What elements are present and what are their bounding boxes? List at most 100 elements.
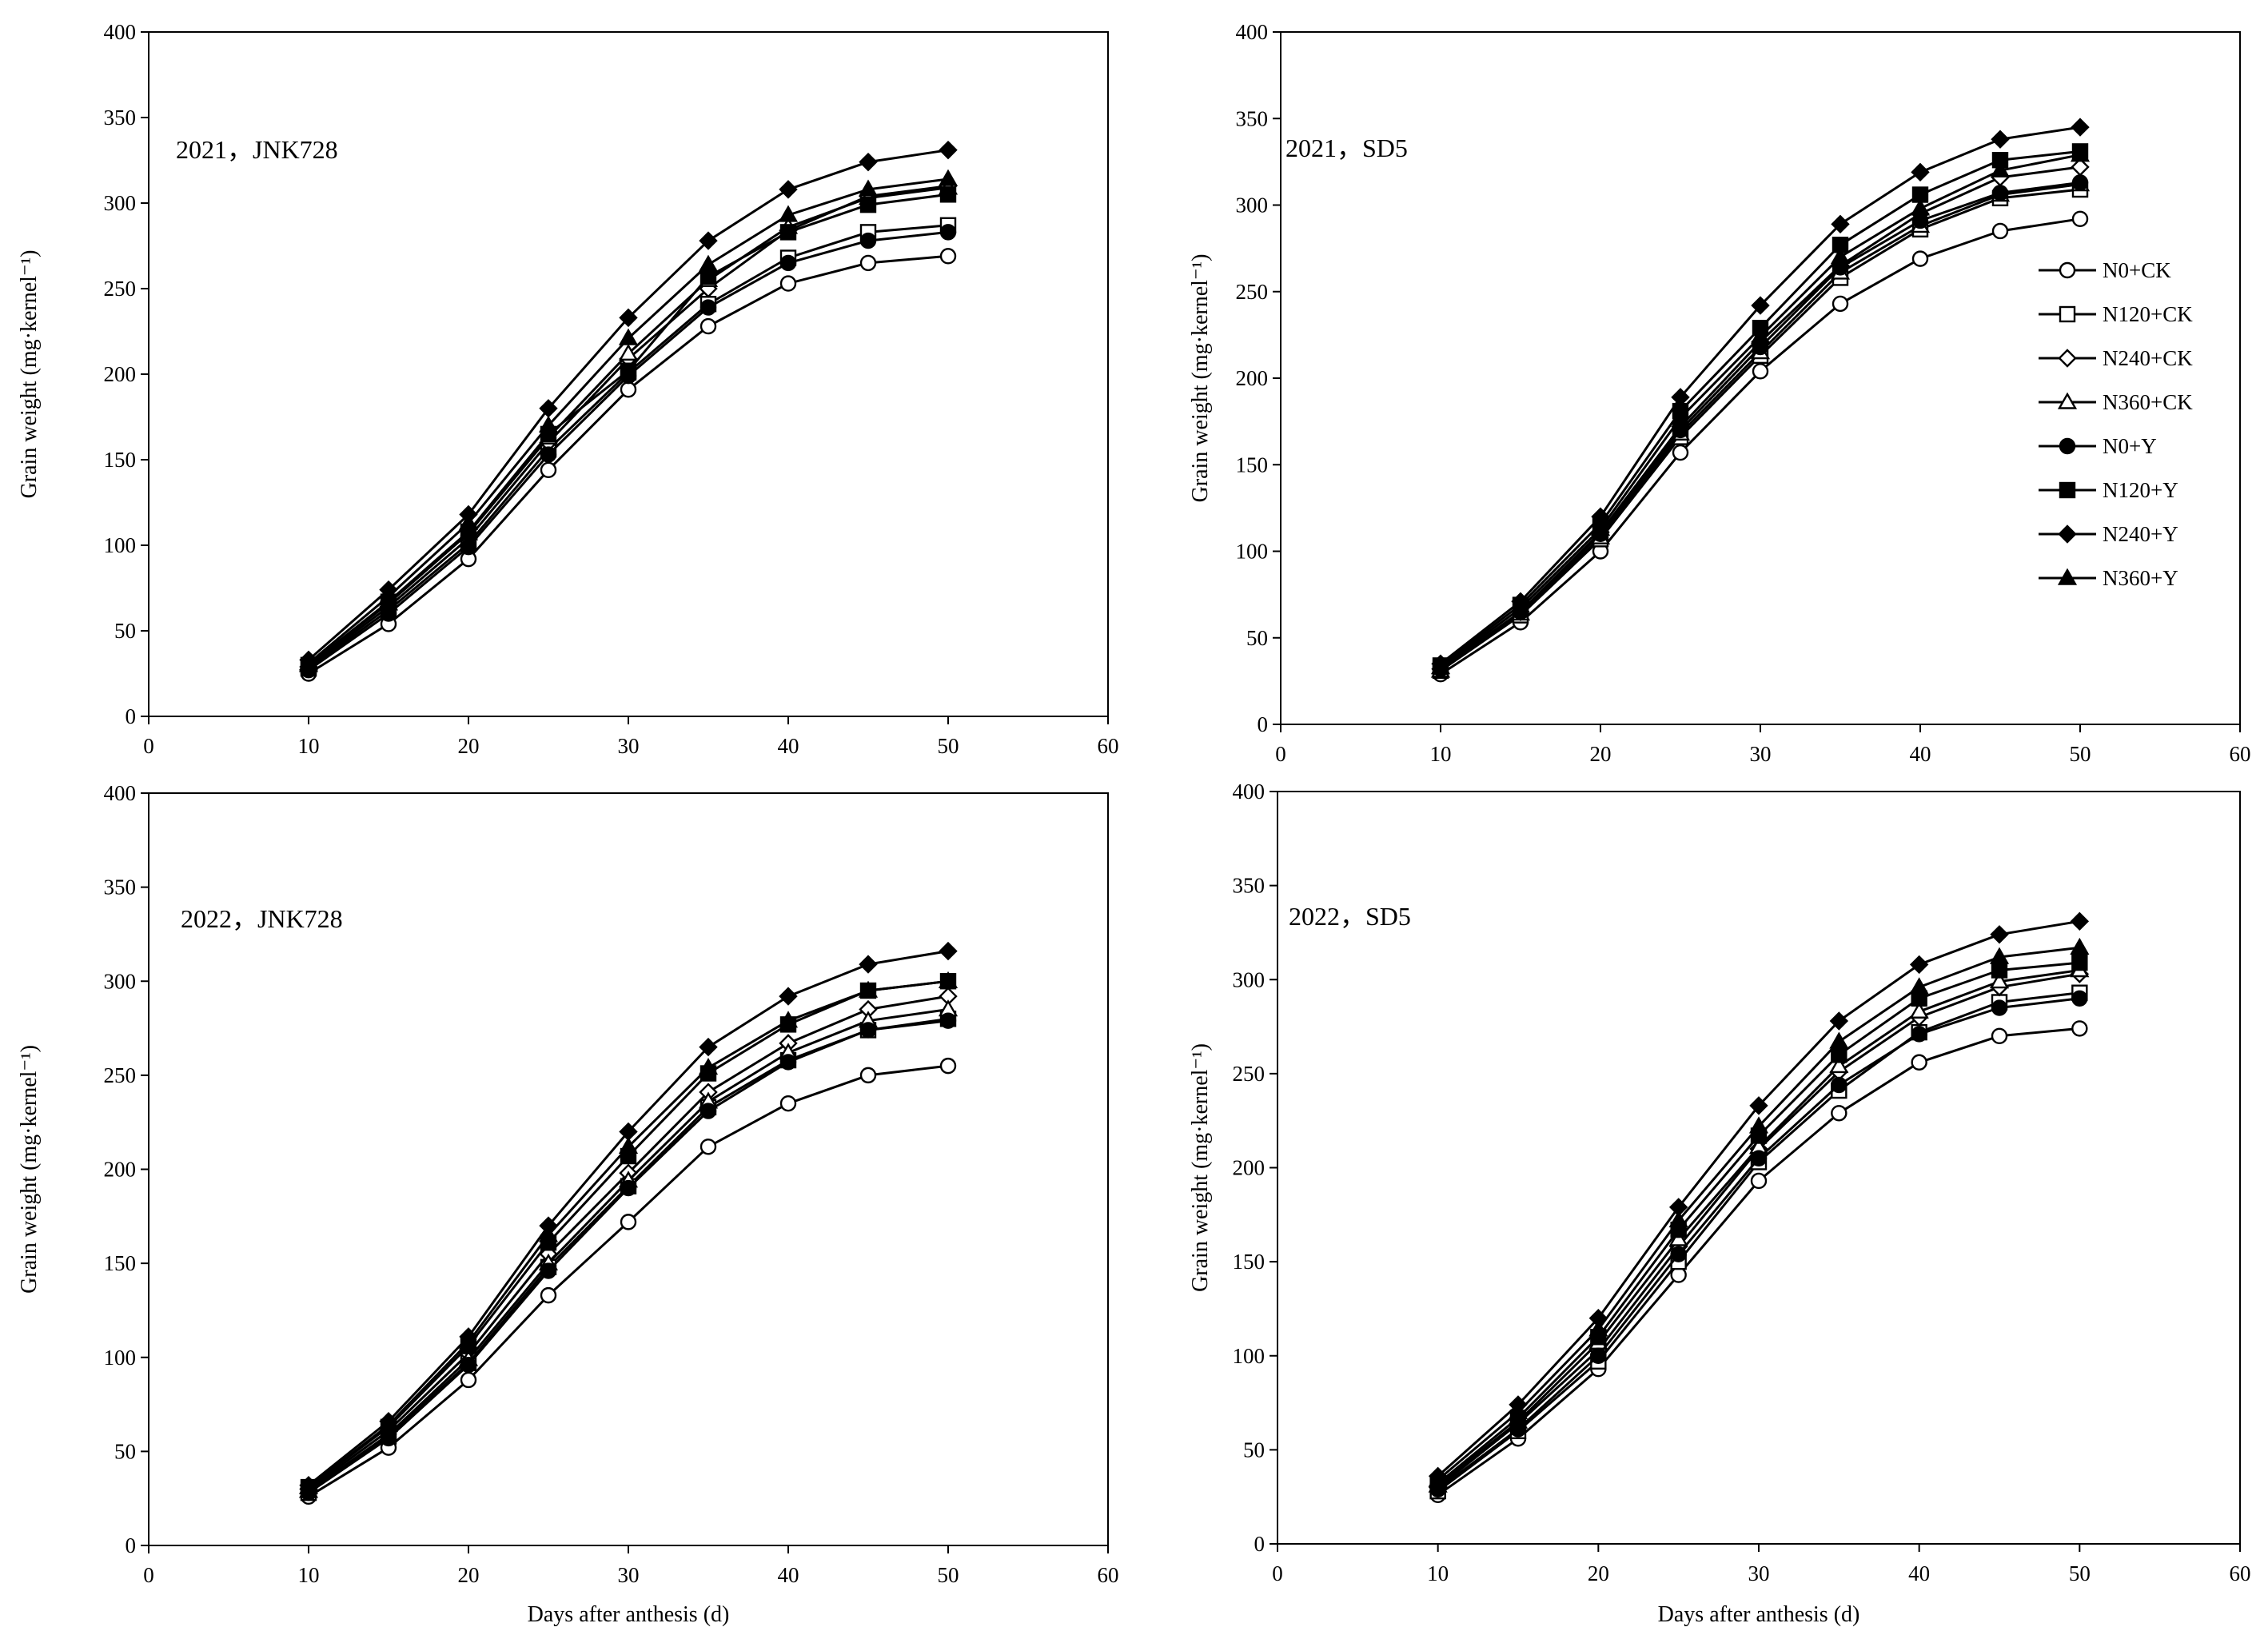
legend-marker <box>2059 481 2076 499</box>
legend-marker <box>2058 524 2077 544</box>
series-line <box>1440 150 2081 667</box>
y-tick-label: 250 <box>104 1063 137 1087</box>
data-point <box>779 1095 797 1112</box>
y-tick-label: 350 <box>1233 874 1266 898</box>
data-point <box>1428 1470 1448 1487</box>
series-line <box>1440 181 2081 670</box>
chart-panel-4: 0 50 100 150 200 250 300 350 400 0 10 20 30 40 50 60 202… <box>1188 780 2251 1627</box>
data-point <box>1510 598 1531 616</box>
data-point <box>2070 937 2090 955</box>
legend-marker <box>2059 437 2076 455</box>
data-point <box>858 179 879 197</box>
data-point <box>1750 1172 1768 1190</box>
y-tick-label: 50 <box>114 619 136 643</box>
data-point <box>618 1136 639 1154</box>
y-tick-label: 0 <box>1254 1532 1266 1556</box>
data-point <box>1831 1105 1847 1122</box>
data-point <box>938 169 959 186</box>
data-point <box>620 1214 637 1230</box>
y-axis-title: Grain weight (mg·kernel⁻¹) <box>17 1045 42 1294</box>
legend-marker <box>2057 392 2078 409</box>
series-N120+CK <box>300 217 957 677</box>
x-axis-title: Days after anthesis (d) <box>528 1602 730 1627</box>
y-tick-label: 300 <box>1233 967 1266 991</box>
data-point <box>699 231 718 250</box>
legend-label: N240+CK <box>2103 346 2193 370</box>
data-point <box>939 224 957 241</box>
data-point <box>939 140 958 160</box>
data-point <box>618 343 639 361</box>
x-tick-label: 0 <box>1275 742 1286 766</box>
series-N0+CK <box>1432 210 2089 683</box>
series-N360+Y <box>298 971 959 1494</box>
data-point <box>939 1057 957 1075</box>
data-point <box>939 941 958 961</box>
panel-title: 2022，JNK728 <box>181 904 343 933</box>
data-point <box>699 1037 718 1057</box>
data-point <box>778 205 799 222</box>
data-point <box>1508 1402 1529 1420</box>
series-N360+Y <box>1428 937 2090 1487</box>
legend-marker <box>2059 305 2076 323</box>
series-N0+CK <box>300 248 957 682</box>
data-point <box>2070 911 2090 931</box>
x-tick-label: 30 <box>618 734 640 758</box>
x-tick-label: 30 <box>1750 742 1772 766</box>
series-N360+Y <box>1430 145 2091 675</box>
y-tick-label: 50 <box>1243 1438 1265 1462</box>
y-tick-label: 350 <box>104 875 137 899</box>
series-line <box>1437 997 2080 1490</box>
data-point <box>620 381 637 398</box>
legend-label: N360+Y <box>2103 566 2178 590</box>
x-tick-label: 50 <box>938 1563 959 1587</box>
series-line <box>308 1017 949 1494</box>
data-point <box>779 224 797 241</box>
data-point <box>859 955 878 974</box>
data-point <box>1990 925 2009 944</box>
legend: N0+CK N120+CK N240+CK N360+CK N0+Y N120+Y N240… <box>2039 258 2193 590</box>
data-point <box>1989 971 2010 989</box>
data-point <box>859 152 878 172</box>
data-point <box>1832 295 1849 313</box>
x-tick-label: 0 <box>143 1563 154 1587</box>
x-tick-label: 50 <box>2070 742 2091 766</box>
data-point <box>1831 1047 1847 1063</box>
data-point <box>859 232 877 249</box>
y-tick-label: 200 <box>104 362 137 386</box>
data-point <box>2071 1020 2088 1037</box>
data-point <box>1750 326 1771 344</box>
data-point <box>1751 296 1770 315</box>
data-point <box>1829 1011 1849 1031</box>
legend-label: N240+Y <box>2103 522 2178 546</box>
data-point <box>378 1415 399 1433</box>
data-point <box>1991 130 2010 149</box>
data-point <box>1989 947 2010 964</box>
data-point <box>620 362 637 379</box>
y-tick-label: 350 <box>104 106 137 130</box>
y-tick-label: 50 <box>114 1439 136 1463</box>
y-tick-label: 400 <box>1233 780 1266 804</box>
series-line <box>308 995 949 1490</box>
y-tick-label: 300 <box>104 191 137 215</box>
y-tick-label: 0 <box>1258 712 1269 736</box>
chart-panel-1: 0 50 100 150 200 250 300 350 400 0 10 20 30 40 50 60 202… <box>17 20 1119 758</box>
y-tick-label: 300 <box>104 969 137 993</box>
data-point <box>1668 1210 1688 1228</box>
data-point <box>2071 210 2089 228</box>
data-point <box>460 538 477 556</box>
series-line <box>308 230 949 672</box>
x-tick-label: 60 <box>2230 1561 2251 1585</box>
data-point <box>1911 1054 1927 1071</box>
legend-label: N0+Y <box>2103 434 2157 458</box>
data-point <box>1991 962 2008 979</box>
data-point <box>1590 518 1611 536</box>
x-tick-label: 60 <box>2230 742 2251 766</box>
data-point <box>698 254 719 272</box>
x-tick-label: 0 <box>143 734 154 758</box>
data-point <box>939 248 957 265</box>
data-point <box>1991 185 2009 201</box>
x-tick-label: 0 <box>1272 1561 1283 1585</box>
data-point <box>2071 118 2090 137</box>
data-point <box>1752 363 1769 380</box>
data-point <box>779 1054 797 1071</box>
